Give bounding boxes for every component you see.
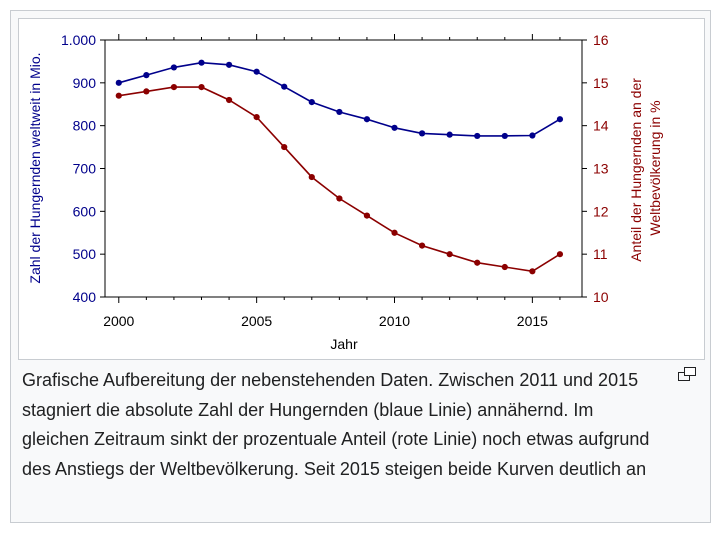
x-tick-label: 2005 — [241, 313, 272, 329]
series-hungry-share-point — [170, 84, 178, 91]
series-hungry-count-point — [198, 59, 205, 66]
y-right-tick-label: 11 — [593, 246, 608, 262]
series-hungry-share-point — [446, 251, 453, 258]
series-hungry-share-point — [501, 263, 508, 271]
plot-frame — [104, 39, 583, 298]
y-right-tick-label: 14 — [593, 118, 609, 134]
series-hungry-share-point — [253, 114, 260, 121]
figure-caption: Grafische Aufbereitung der nebenstehende… — [22, 370, 650, 479]
series-hungry-share-point — [225, 96, 233, 104]
y-left-tick-label: 600 — [73, 203, 97, 219]
series-hungry-share-point — [281, 143, 288, 151]
y-left-tick-label: 700 — [73, 161, 97, 177]
series-hungry-share-point — [474, 259, 481, 266]
series-hungry-count-point — [418, 130, 426, 137]
series-hungry-share-point — [418, 242, 426, 249]
series-hungry-share-point — [115, 92, 122, 99]
series-hungry-count-point — [501, 132, 508, 140]
right-axis-label-line1: Anteil der Hungernden an der — [628, 78, 644, 262]
x-axis-label: Jahr — [330, 336, 358, 352]
series-hungry-share-point — [308, 173, 315, 181]
series-hungry-share-point — [198, 84, 205, 91]
series-hungry-share-point — [556, 251, 564, 258]
series-hungry-share-point — [363, 212, 371, 219]
y-left-tick-label: 1.000 — [61, 32, 96, 48]
y-right-tick-label: 13 — [593, 161, 609, 177]
series-hungry-count-point — [308, 99, 315, 106]
y-right-tick-label: 16 — [593, 32, 609, 48]
series-hungry-count-line — [118, 61, 561, 137]
series-hungry-count-point — [474, 132, 481, 140]
y-left-tick-label: 900 — [73, 75, 97, 91]
left-axis-label: Zahl der Hungernden weltweit in Mio. — [27, 52, 43, 283]
x-tick-label: 2000 — [103, 313, 134, 329]
series-hungry-count-point — [281, 83, 288, 90]
series-hungry-count-point — [225, 61, 233, 68]
series-hungry-count-point — [446, 131, 453, 138]
right-axis-label-line2: Weltbevölkerung in % — [647, 100, 663, 235]
y-left-tick-label: 800 — [73, 118, 97, 134]
series-hungry-share-point — [529, 268, 536, 275]
series-hungry-count-point — [115, 79, 122, 86]
series-hungry-share-point — [391, 229, 398, 236]
y-right-tick-label: 15 — [593, 75, 609, 91]
series-hungry-count-point — [253, 68, 260, 75]
series-hungry-count-point — [529, 132, 536, 139]
y-right-tick-label: 10 — [593, 289, 609, 305]
x-tick-label: 2015 — [517, 313, 548, 329]
series-hungry-share-point — [143, 88, 150, 95]
series-hungry-count-point — [170, 64, 178, 71]
x-tick-label: 2010 — [379, 313, 410, 329]
series-hungry-count-point — [391, 124, 398, 131]
right-axis-label: Anteil der Hungernden an der Weltbevölke… — [628, 74, 663, 262]
magnify-clip-icon[interactable] — [678, 367, 696, 381]
y-left-tick-label: 500 — [73, 246, 97, 262]
y-right-tick-label: 12 — [593, 203, 609, 219]
chart-image[interactable] — [18, 18, 705, 360]
series-hungry-count-point — [336, 108, 343, 116]
series-hungry-share-point — [336, 195, 343, 202]
series-hungry-count-point — [363, 116, 371, 123]
series-hungry-count-point — [143, 72, 150, 79]
y-left-tick-label: 400 — [73, 289, 97, 305]
series-hungry-count-point — [556, 116, 564, 123]
